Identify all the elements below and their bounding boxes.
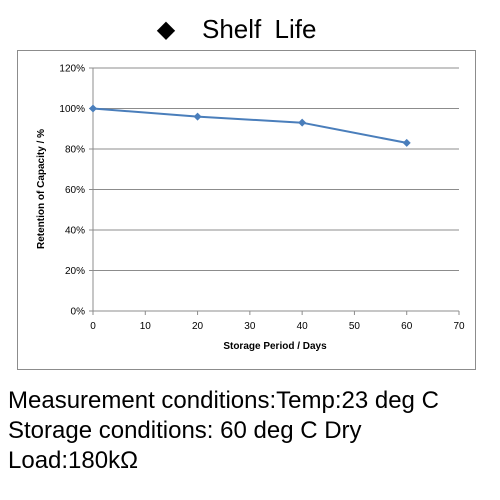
chart-header: ◆ Shelf Life bbox=[0, 8, 500, 48]
data-point-diamond bbox=[402, 138, 411, 147]
y-axis-title: Retention of Capacity / % bbox=[36, 129, 47, 249]
grid-lines bbox=[93, 67, 459, 271]
data-point-diamond bbox=[89, 104, 97, 113]
x-axis-title: Storage Period / Days bbox=[223, 341, 327, 352]
x-tick-label: 50 bbox=[349, 321, 361, 332]
x-tick-label: 0 bbox=[90, 321, 96, 332]
diamond-bullet-icon: ◆ bbox=[156, 16, 176, 43]
x-tick-label: 10 bbox=[140, 321, 152, 332]
x-tick-label: 40 bbox=[297, 321, 309, 332]
chart-title: Shelf Life bbox=[202, 14, 317, 44]
load-condition: Load:180kΩ bbox=[8, 447, 139, 474]
x-tick-label: 70 bbox=[453, 321, 465, 332]
y-tick-labels: 0% 20% 40% 60% 80% 100% 120% bbox=[59, 64, 85, 318]
y-tick-label: 100% bbox=[59, 104, 85, 115]
series-line bbox=[92, 107, 407, 144]
x-tick-labels: 0 10 20 30 40 50 60 70 bbox=[90, 321, 465, 332]
x-tick-label: 60 bbox=[401, 321, 413, 332]
y-tick-label: 120% bbox=[59, 64, 85, 75]
x-tick-label: 30 bbox=[244, 321, 256, 332]
data-point-diamond bbox=[298, 118, 307, 127]
data-point-diamond bbox=[193, 112, 202, 121]
y-tick-label: 0% bbox=[71, 307, 86, 318]
data-series bbox=[89, 104, 411, 147]
y-tick-label: 40% bbox=[65, 226, 85, 237]
x-tick-label: 20 bbox=[192, 321, 204, 332]
measurement-conditions: Measurement conditions:Temp:23 deg C bbox=[8, 387, 439, 414]
y-tick-label: 80% bbox=[65, 145, 85, 156]
y-tick-label: 60% bbox=[65, 185, 85, 196]
y-tick-label: 20% bbox=[65, 266, 85, 277]
conditions-block: Measurement conditions:Temp:23 deg C Sto… bbox=[8, 386, 496, 476]
axes bbox=[89, 67, 460, 315]
storage-conditions: Storage conditions: 60 deg C Dry bbox=[8, 417, 362, 444]
